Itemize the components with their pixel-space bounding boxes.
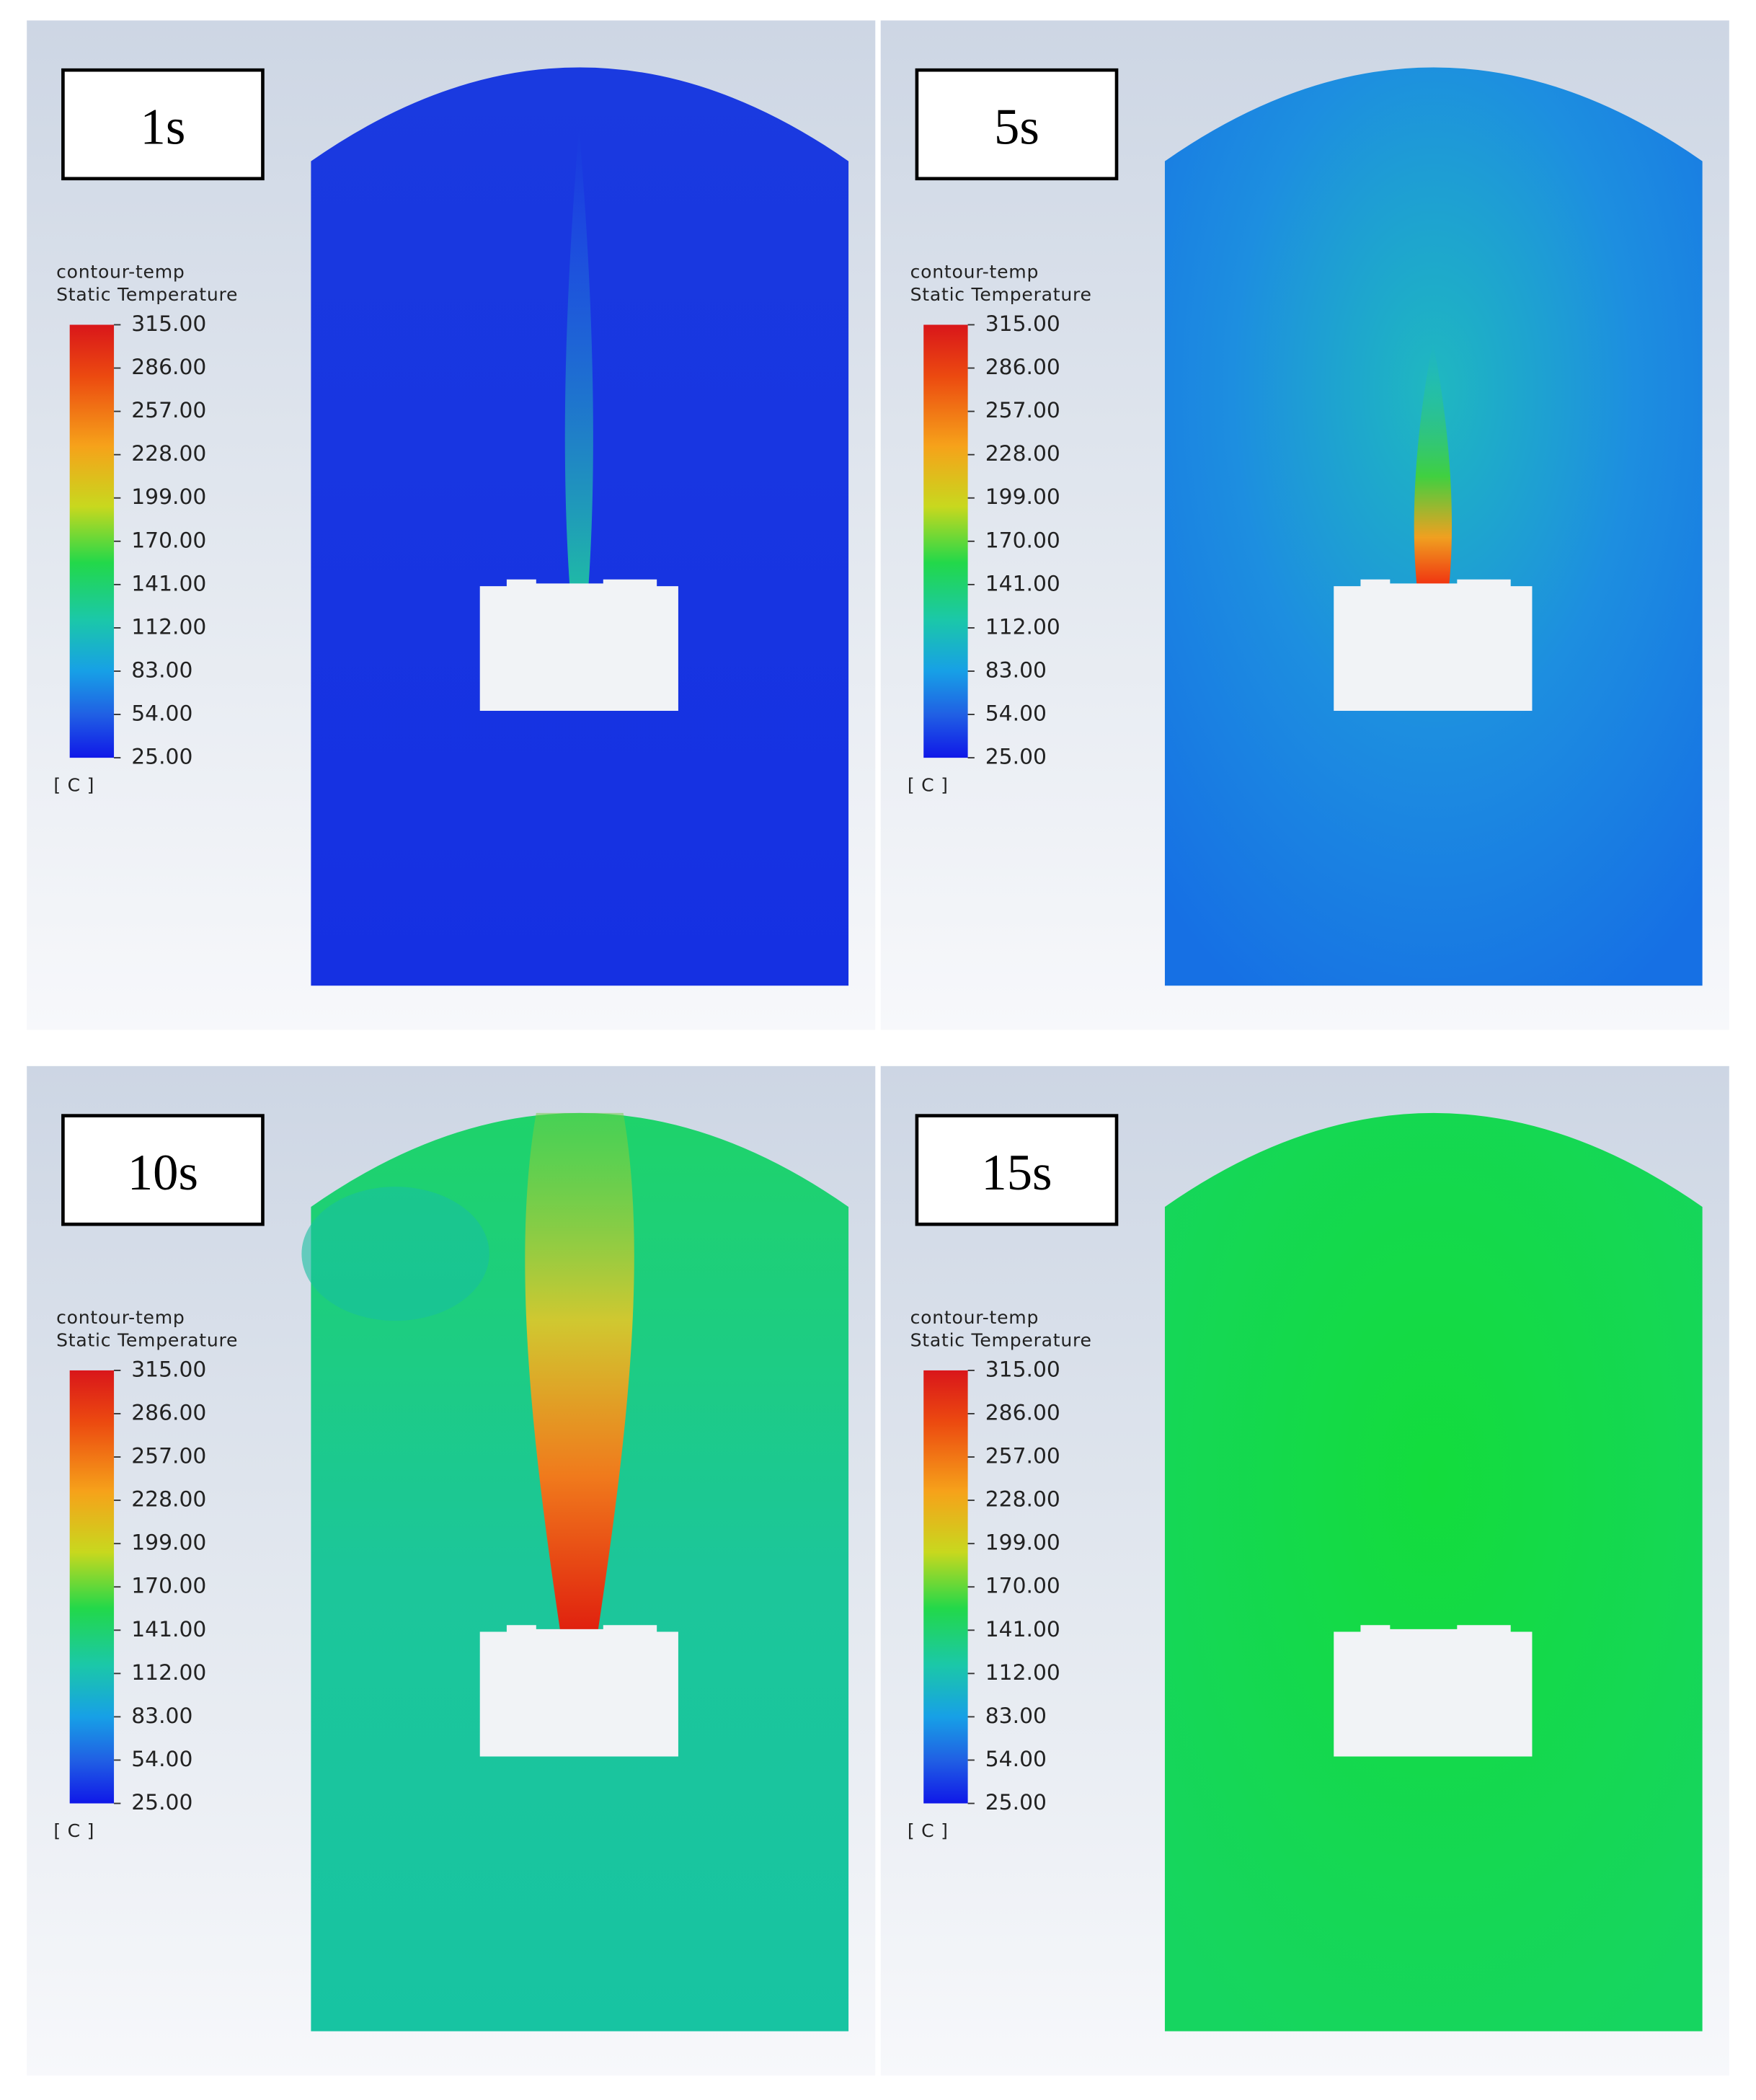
colorbar-tick-label: 315.00 [131, 1357, 206, 1382]
colorbar-tick-label: 286.00 [985, 1400, 1060, 1425]
colorbar-tick-label: 112.00 [985, 1660, 1060, 1685]
colorbar-tick-label: 315.00 [985, 1357, 1060, 1382]
legend-unit: [ C ] [53, 1820, 94, 1841]
colorbar-tick-label: 54.00 [131, 1747, 192, 1772]
colorbar-tick-label: 54.00 [985, 1747, 1047, 1772]
plume [564, 128, 593, 587]
legend-subtitle: Static Temperature [56, 284, 238, 305]
heater-block [1334, 579, 1533, 712]
colorbar-tick-label: 83.00 [131, 657, 192, 683]
colorbar-tick-label: 286.00 [131, 355, 206, 380]
heater-block [1334, 1625, 1533, 1757]
colorbar-tick-label: 54.00 [131, 701, 192, 727]
legend-unit: [ C ] [908, 775, 949, 796]
time-label: 15s [981, 1145, 1052, 1201]
colorbar-tick-label: 170.00 [985, 528, 1060, 553]
colorbar-tick-label: 112.00 [131, 1660, 206, 1685]
colorbar-tick-label: 286.00 [985, 355, 1060, 380]
colorbar-tick-label: 199.00 [985, 484, 1060, 510]
legend-subtitle: Static Temperature [910, 284, 1092, 305]
colorbar-tick-label: 54.00 [985, 701, 1047, 727]
colorbar-tick-label: 112.00 [985, 614, 1060, 639]
plume [1414, 342, 1453, 587]
colorbar [69, 1370, 115, 1804]
colorbar-tick-label: 25.00 [985, 1790, 1047, 1815]
legend-title: contour-temp [56, 1307, 185, 1328]
legend-title: contour-temp [56, 261, 185, 282]
legend-subtitle: Static Temperature [910, 1329, 1092, 1350]
colorbar-tick-label: 25.00 [131, 745, 192, 770]
label-box [915, 68, 1119, 181]
vortex [301, 1187, 489, 1321]
colorbar-tick-label: 141.00 [985, 1617, 1060, 1642]
legend-unit: [ C ] [908, 1820, 949, 1841]
label-box [915, 1114, 1119, 1226]
colorbar-tick-label: 170.00 [131, 1574, 206, 1599]
plume [1422, 1618, 1444, 1632]
label-box [61, 68, 265, 181]
colorbar-tick-label: 228.00 [985, 441, 1060, 466]
colorbar-tick-label: 83.00 [131, 1704, 192, 1729]
colorbar-tick-label: 83.00 [985, 657, 1047, 683]
colorbar [69, 324, 115, 758]
colorbar-tick-label: 112.00 [131, 614, 206, 639]
colorbar-tick-label: 228.00 [985, 1487, 1060, 1512]
colorbar-tick-label: 83.00 [985, 1704, 1047, 1729]
colorbar-tick-label: 199.00 [131, 1530, 206, 1556]
colorbar [923, 1370, 968, 1804]
colorbar [923, 324, 968, 758]
colorbar-tick-label: 170.00 [985, 1574, 1060, 1599]
colorbar-tick-label: 25.00 [131, 1790, 192, 1815]
heater-block [479, 1625, 678, 1757]
colorbar-tick-label: 315.00 [131, 311, 206, 337]
colorbar-tick-label: 257.00 [985, 398, 1060, 423]
colorbar-tick-label: 141.00 [131, 1617, 206, 1642]
colorbar-tick-label: 228.00 [131, 1487, 206, 1512]
legend-title: contour-temp [910, 261, 1039, 282]
colorbar-tick-label: 25.00 [985, 745, 1047, 770]
label-box [61, 1114, 265, 1226]
colorbar-tick-label: 228.00 [131, 441, 206, 466]
colorbar-tick-label: 315.00 [985, 311, 1060, 337]
legend-unit: [ C ] [53, 775, 94, 796]
plume [525, 1112, 634, 1632]
legend-title: contour-temp [910, 1307, 1039, 1328]
heater-block [479, 579, 678, 712]
colorbar-tick-label: 141.00 [985, 571, 1060, 596]
colorbar-tick-label: 257.00 [131, 1444, 206, 1469]
colorbar-tick-label: 199.00 [985, 1530, 1060, 1556]
time-label: 1s [141, 99, 186, 155]
colorbar-tick-label: 170.00 [131, 528, 206, 553]
time-label: 5s [994, 99, 1039, 155]
colorbar-tick-label: 141.00 [131, 571, 206, 596]
colorbar-tick-label: 257.00 [131, 398, 206, 423]
colorbar-tick-label: 286.00 [131, 1400, 206, 1425]
time-label: 10s [128, 1145, 198, 1201]
colorbar-tick-label: 257.00 [985, 1444, 1060, 1469]
legend-subtitle: Static Temperature [56, 1329, 238, 1350]
contour-domain [1164, 1112, 1703, 2032]
colorbar-tick-label: 199.00 [131, 484, 206, 510]
